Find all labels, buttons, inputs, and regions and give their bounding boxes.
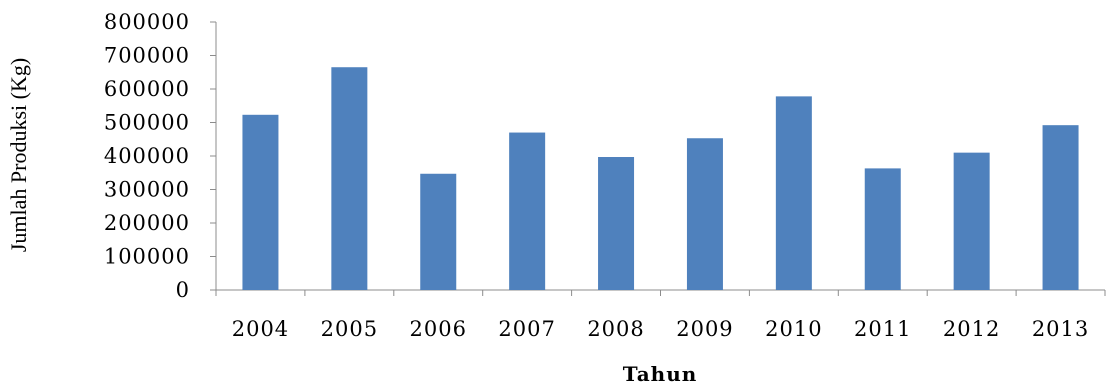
x-axis-title: Tahun <box>623 362 698 386</box>
y-tick-label: 500000 <box>104 111 190 135</box>
y-axis-title: Jumlah Produksi (Kg) <box>6 58 31 252</box>
bar-2011 <box>864 168 901 290</box>
bars <box>242 67 1079 291</box>
x-tick-label: 2013 <box>1032 317 1089 341</box>
y-tick-label: 0 <box>176 278 190 302</box>
y-tick-label: 200000 <box>104 211 190 235</box>
y-tick-label: 800000 <box>104 10 190 34</box>
x-tick-label: 2007 <box>498 317 555 341</box>
x-tick-label: 2009 <box>676 317 733 341</box>
y-tick-label: 600000 <box>104 77 190 101</box>
x-tick-label: 2008 <box>587 317 644 341</box>
bar-2005 <box>331 67 368 290</box>
x-tick-label: 2006 <box>410 317 467 341</box>
y-axis-tick-labels: 0 100000 200000 300000 400000 500000 600000 700… <box>104 10 190 302</box>
bar-2010 <box>775 96 812 291</box>
x-tick-label: 2004 <box>232 317 289 341</box>
y-tick-label: 100000 <box>104 245 190 269</box>
x-axis-tick-labels: 2004 2005 2006 2007 2008 2009 2010 2011 2012 2013 <box>232 317 1089 341</box>
x-tick-label: 2012 <box>943 317 1000 341</box>
x-tick-label: 2005 <box>321 317 378 341</box>
x-tick-label: 2010 <box>765 317 822 341</box>
bar-2009 <box>686 138 723 290</box>
y-tick-label: 300000 <box>104 178 190 202</box>
bar-2004 <box>242 114 279 290</box>
x-tick-label: 2011 <box>854 317 911 341</box>
bar-2007 <box>509 132 546 290</box>
bar-2013 <box>1042 125 1079 291</box>
y-tick-label: 700000 <box>104 44 190 68</box>
y-tick-label: 400000 <box>104 144 190 168</box>
bar-2012 <box>953 152 990 290</box>
bar-2006 <box>420 173 457 290</box>
bar-2008 <box>598 157 635 290</box>
